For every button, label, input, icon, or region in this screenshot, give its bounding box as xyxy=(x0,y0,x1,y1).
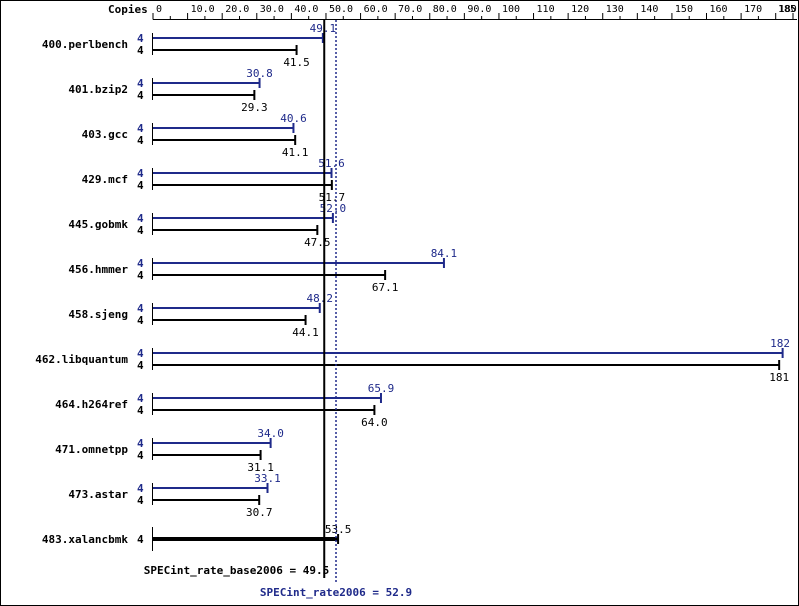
base-copies: 4 xyxy=(137,359,144,372)
base-copies: 4 xyxy=(137,494,144,507)
peak-copies: 4 xyxy=(137,32,144,45)
benchmark-name: 473.astar xyxy=(68,488,128,501)
peak-copies: 4 xyxy=(137,212,144,225)
benchmark-name: 401.bzip2 xyxy=(68,83,128,96)
peak-value-label: 34.0 xyxy=(257,427,284,440)
x-tick-label: 60.0 xyxy=(364,4,388,15)
peak-copies: 4 xyxy=(137,482,144,495)
peak-value-label: 51.6 xyxy=(318,157,345,170)
x-axis: Copies 0 10.0 20.0 30.0 40.0 50.0 60.0 70.0 80.0 9… xyxy=(108,3,797,20)
x-tick-label: 30.0 xyxy=(260,4,284,15)
base-value-label: 41.5 xyxy=(283,56,310,69)
copies-header: Copies xyxy=(108,3,148,16)
benchmark-name: 483.xalancbmk xyxy=(42,533,128,546)
x-tick-label: 160 xyxy=(710,4,728,15)
peak-summary-label: SPECint_rate2006 = 52.9 xyxy=(260,586,412,599)
base-value-label: 181 xyxy=(769,371,789,384)
peak-value-label: 48.2 xyxy=(306,292,333,305)
peak-copies: 4 xyxy=(137,122,144,135)
x-tick-label: 140 xyxy=(640,4,658,15)
benchmark-name: 464.h264ref xyxy=(55,398,128,411)
peak-copies: 4 xyxy=(137,257,144,270)
combined-value-label: 53.5 xyxy=(325,523,352,536)
benchmark-name: 458.sjeng xyxy=(68,308,128,321)
peak-copies: 4 xyxy=(137,437,144,450)
x-tick-label: 40.0 xyxy=(294,4,318,15)
benchmark-name: 462.libquantum xyxy=(35,353,128,366)
benchmark-name: 445.gobmk xyxy=(68,218,128,231)
peak-value-label: 30.8 xyxy=(246,67,273,80)
benchmark-name: 400.perlbench xyxy=(42,38,128,51)
peak-copies: 4 xyxy=(137,77,144,90)
peak-value-label: 65.9 xyxy=(368,382,395,395)
base-copies: 4 xyxy=(137,269,144,282)
base-value-label: 41.1 xyxy=(282,146,309,159)
base-value-label: 47.5 xyxy=(304,236,331,249)
x-tick-label: 100 xyxy=(502,4,520,15)
peak-copies: 4 xyxy=(137,302,144,315)
base-copies: 4 xyxy=(137,314,144,327)
peak-value-label: 33.1 xyxy=(254,472,281,485)
x-tick-label: 185 xyxy=(778,4,796,15)
base-value-label: 29.3 xyxy=(241,101,268,114)
base-value-label: 64.0 xyxy=(361,416,388,429)
base-value-label: 31.1 xyxy=(247,461,274,474)
peak-value-label: 182 xyxy=(770,337,790,350)
base-copies: 4 xyxy=(137,179,144,192)
base-copies: 4 xyxy=(137,449,144,462)
base-copies: 4 xyxy=(137,224,144,237)
peak-value-label: 40.6 xyxy=(280,112,307,125)
x-tick-label: 20.0 xyxy=(225,4,249,15)
peak-value-label: 84.1 xyxy=(431,247,458,260)
peak-value-label: 49.1 xyxy=(310,22,337,35)
base-copies: 4 xyxy=(137,89,144,102)
x-tick-label: 150 xyxy=(675,4,693,15)
peak-copies: 4 xyxy=(137,347,144,360)
x-tick-label: 180 xyxy=(779,4,797,15)
base-copies: 4 xyxy=(137,404,144,417)
base-copies: 4 xyxy=(137,134,144,147)
benchmark-name: 471.omnetpp xyxy=(55,443,128,456)
benchmark-name: 403.gcc xyxy=(82,128,128,141)
x-tick-label: 120 xyxy=(571,4,589,15)
x-tick-label: 70.0 xyxy=(398,4,422,15)
peak-copies: 4 xyxy=(137,167,144,180)
x-tick-label: 130 xyxy=(606,4,624,15)
peak-value-label: 52.0 xyxy=(320,202,347,215)
peak-copies: 4 xyxy=(137,392,144,405)
base-summary-label: SPECint_rate_base2006 = 49.5 xyxy=(144,564,329,577)
base-value-label: 44.1 xyxy=(292,326,319,339)
base-value-label: 67.1 xyxy=(372,281,399,294)
x-tick-label: 110 xyxy=(537,4,555,15)
base-value-label: 30.7 xyxy=(246,506,273,519)
reference-lines: SPECint_rate_base2006 = 49.5 SPECint_rate… xyxy=(144,20,412,599)
x-tick-label: 170 xyxy=(744,4,762,15)
x-tick-label: 80.0 xyxy=(433,4,457,15)
benchmark-name: 456.hmmer xyxy=(68,263,128,276)
benchmark-name: 429.mcf xyxy=(82,173,128,186)
base-copies: 4 xyxy=(137,44,144,57)
x-tick-label: 90.0 xyxy=(467,4,491,15)
x-tick-label: 10.0 xyxy=(191,4,215,15)
x-tick-label: 50.0 xyxy=(329,4,353,15)
x-tick-label: 0 xyxy=(156,4,162,15)
combined-copies: 4 xyxy=(137,533,144,546)
